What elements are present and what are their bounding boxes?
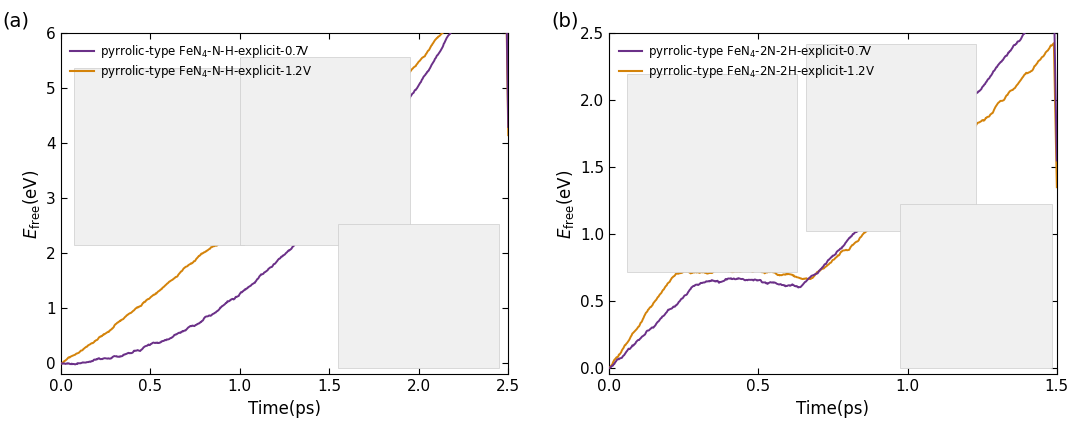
FancyBboxPatch shape: [627, 74, 797, 272]
FancyBboxPatch shape: [338, 224, 499, 368]
FancyBboxPatch shape: [806, 44, 976, 231]
X-axis label: Time(ps): Time(ps): [248, 400, 321, 418]
Legend: pyrrolic-type FeN$_4$-N-H-explicit-0.7V, pyrrolic-type FeN$_4$-N-H-explicit-1.2V: pyrrolic-type FeN$_4$-N-H-explicit-0.7V,…: [67, 39, 315, 83]
FancyBboxPatch shape: [240, 57, 409, 245]
Text: (b): (b): [551, 11, 579, 30]
FancyBboxPatch shape: [900, 204, 1052, 368]
Y-axis label: $\it{E}_{\rm{free}}$(eV): $\it{E}_{\rm{free}}$(eV): [21, 169, 42, 239]
Y-axis label: $\it{E}_{\rm{free}}$(eV): $\it{E}_{\rm{free}}$(eV): [555, 169, 576, 239]
X-axis label: Time(ps): Time(ps): [796, 400, 869, 418]
Legend: pyrrolic-type FeN$_4$-2N-2H-explicit-0.7V, pyrrolic-type FeN$_4$-2N-2H-explicit-: pyrrolic-type FeN$_4$-2N-2H-explicit-0.7…: [616, 39, 879, 83]
Text: (a): (a): [2, 11, 29, 30]
FancyBboxPatch shape: [75, 67, 244, 245]
